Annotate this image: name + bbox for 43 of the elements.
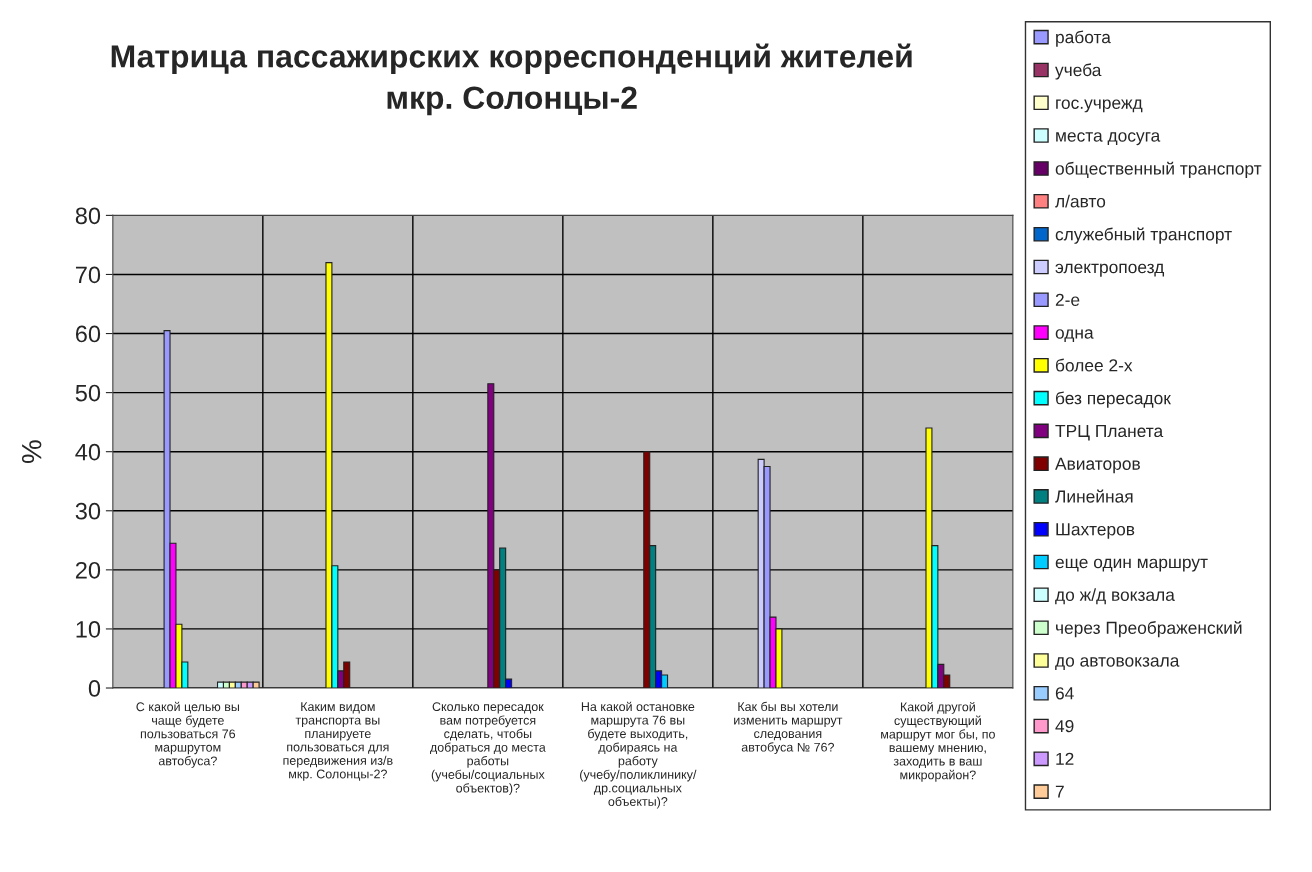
legend-label: 7 — [1055, 785, 1064, 798]
legend-label: учеба — [1055, 63, 1102, 80]
y-tick-label: 50 — [75, 384, 101, 402]
legend-label: еще один маршрут — [1055, 558, 1208, 572]
y-tick-label: 20 — [75, 561, 101, 579]
legend-label: ТРЦ Планета — [1055, 425, 1164, 441]
x-tick-label: С какой целью вы чаще будете пользоваться 76 маршрутом автобуса? — [136, 701, 239, 768]
x-tick-label: Каким видом транспорта вы планируете пользоваться для передвижения из/в мкр. Солонцы-2? — [283, 702, 393, 781]
legend-label: Линейная — [1055, 489, 1133, 503]
legend-label: до автовокзала — [1055, 657, 1180, 670]
legend-label: общественный транспорт — [1055, 161, 1262, 179]
legend-label: гос.учрежд — [1056, 99, 1143, 113]
y-axis-title: % — [21, 440, 42, 464]
legend-label: до ж/д вокзала — [1055, 588, 1175, 605]
legend-label: л/авто — [1055, 194, 1106, 208]
bar — [216, 681, 225, 689]
x-tick-label: На какой остановке маршрута 76 вы будете выходить, добираясь на работу (учебу/поликлинику/ др.социальных объекты)? — [580, 701, 697, 809]
legend-label: через Преображенский — [1056, 620, 1242, 638]
legend-label: одна — [1055, 329, 1094, 343]
chart-title: Матрица пассажирских корреспонденций жителей мкр. Солонцы-2 — [111, 43, 912, 116]
y-tick-label: 0 — [88, 680, 101, 697]
y-tick-label: 40 — [75, 443, 101, 461]
legend-label: Авиаторов — [1055, 457, 1140, 474]
legend-label: более 2-х — [1056, 358, 1133, 372]
y-tick-label: 30 — [75, 502, 101, 520]
legend-label: 64 — [1055, 687, 1074, 700]
legend-label: 12 — [1056, 752, 1074, 765]
y-tick-label: 10 — [76, 621, 101, 638]
y-tick-label: 70 — [75, 266, 101, 284]
y-tick-label: 80 — [75, 207, 101, 225]
bar — [487, 383, 495, 689]
x-tick-label: Сколько пересадок вам потребуется сделать, чтобы добраться до места работы (учебы/социальных объектов)? — [430, 702, 546, 795]
legend-label: служебный транспорт — [1055, 227, 1232, 244]
x-tick-label: Какой другой существующий маршрут мог бы, по вашему мнению, заходить в ваш микрорайон? — [881, 701, 995, 782]
x-tick-label: Как бы вы хотели изменить маршрут следования автобуса № 76? — [734, 701, 843, 755]
legend-label: без пересадок — [1056, 391, 1171, 408]
legend-label: места досуга — [1056, 132, 1161, 146]
y-tick-label: 60 — [75, 325, 101, 343]
legend-label: Шахтеров — [1056, 523, 1135, 539]
legend-label: электропоезд — [1055, 263, 1165, 277]
legend-label: 2-е — [1055, 293, 1080, 306]
legend-label: работа — [1056, 30, 1111, 47]
legend-label: 49 — [1055, 719, 1074, 733]
